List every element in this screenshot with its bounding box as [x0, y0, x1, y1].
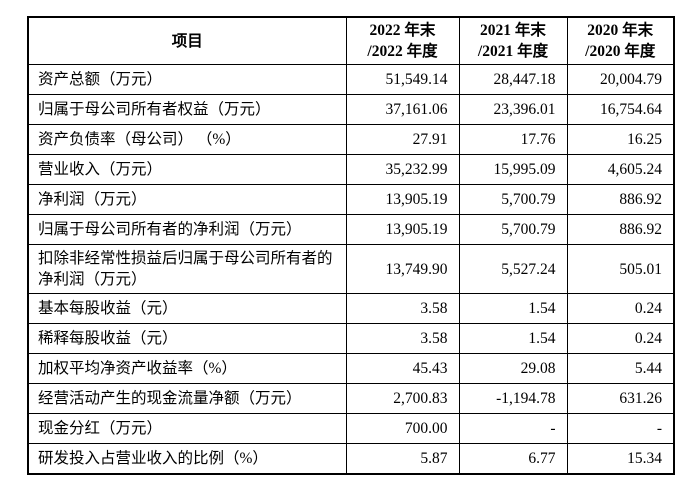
value-2021: 28,447.18: [458, 64, 568, 95]
row-label: 资产总额（万元）: [27, 64, 347, 95]
row-label: 稀释每股收益（元）: [27, 323, 347, 354]
value-2021: -: [458, 413, 568, 444]
value-2022: 35,232.99: [345, 154, 460, 185]
value-2022: 2,700.83: [345, 383, 460, 414]
value-2022: 27.91: [345, 124, 460, 155]
row-label: 加权平均净资产收益率（%）: [27, 353, 347, 384]
value-2020: 505.01: [566, 244, 675, 294]
header-2021-line1: 2021 年末: [480, 22, 546, 39]
value-2020: 16.25: [566, 124, 675, 155]
value-2021: 5,527.24: [458, 244, 568, 294]
value-2021: 17.76: [458, 124, 568, 155]
table-row: 资产负债率（母公司） （%） 27.91 17.76 16.25: [27, 124, 675, 155]
table-row: 经营活动产生的现金流量净额（万元） 2,700.83 -1,194.78 631…: [27, 383, 675, 414]
value-2022: 13,905.19: [345, 184, 460, 215]
row-label: 营业收入（万元）: [27, 154, 347, 185]
row-label: 扣除非经常性损益后归属于母公司所有者的净利润（万元）: [27, 244, 347, 294]
table-row: 扣除非经常性损益后归属于母公司所有者的净利润（万元） 13,749.90 5,5…: [27, 244, 675, 294]
table-row: 现金分红（万元） 700.00 - -: [27, 413, 675, 444]
table-row: 基本每股收益（元） 3.58 1.54 0.24: [27, 293, 675, 324]
value-2020: -: [566, 413, 675, 444]
table-row: 资产总额（万元） 51,549.14 28,447.18 20,004.79: [27, 64, 675, 95]
value-2021: 5,700.79: [458, 214, 568, 245]
header-2022: 2022 年末 /2022 年度: [345, 16, 460, 65]
value-2022: 3.58: [345, 293, 460, 324]
value-2020: 15.34: [566, 443, 675, 474]
value-2021: 15,995.09: [458, 154, 568, 185]
header-row: 项目 2022 年末 /2022 年度 2021 年末 /2021 年度 202…: [27, 16, 675, 65]
table-row: 归属于母公司所有者权益（万元） 37,161.06 23,396.01 16,7…: [27, 94, 675, 125]
value-2022: 3.58: [345, 323, 460, 354]
header-2020-line2: /2020 年度: [585, 43, 656, 60]
value-2022: 37,161.06: [345, 94, 460, 125]
value-2022: 13,749.90: [345, 244, 460, 294]
table-row: 研发投入占营业收入的比例（%） 5.87 6.77 15.34: [27, 443, 675, 474]
row-label: 基本每股收益（元）: [27, 293, 347, 324]
header-2020: 2020 年末 /2020 年度: [566, 16, 675, 65]
value-2020: 0.24: [566, 323, 675, 354]
value-2022: 5.87: [345, 443, 460, 474]
value-2022: 13,905.19: [345, 214, 460, 245]
value-2021: 23,396.01: [458, 94, 568, 125]
table-row: 稀释每股收益（元） 3.58 1.54 0.24: [27, 323, 675, 354]
row-label: 归属于母公司所有者权益（万元）: [27, 94, 347, 125]
value-2021: -1,194.78: [458, 383, 568, 414]
financial-summary-table: 项目 2022 年末 /2022 年度 2021 年末 /2021 年度 202…: [27, 16, 675, 475]
header-2020-line1: 2020 年末: [587, 22, 654, 39]
value-2020: 20,004.79: [566, 64, 675, 95]
row-label: 净利润（万元）: [27, 184, 347, 215]
value-2021: 29.08: [458, 353, 568, 384]
row-label: 现金分红（万元）: [27, 413, 347, 444]
financial-table: 项目 2022 年末 /2022 年度 2021 年末 /2021 年度 202…: [27, 16, 675, 475]
value-2020: 5.44: [566, 353, 675, 384]
table-row: 净利润（万元） 13,905.19 5,700.79 886.92: [27, 184, 675, 215]
value-2021: 1.54: [458, 323, 568, 354]
table-row: 加权平均净资产收益率（%） 45.43 29.08 5.44: [27, 353, 675, 384]
table-row: 归属于母公司所有者的净利润（万元） 13,905.19 5,700.79 886…: [27, 214, 675, 245]
row-label: 研发投入占营业收入的比例（%）: [27, 443, 347, 474]
value-2021: 5,700.79: [458, 184, 568, 215]
table-row: 营业收入（万元） 35,232.99 15,995.09 4,605.24: [27, 154, 675, 185]
header-item: 项目: [27, 16, 347, 65]
value-2021: 6.77: [458, 443, 568, 474]
value-2022: 45.43: [345, 353, 460, 384]
row-label: 经营活动产生的现金流量净额（万元）: [27, 383, 347, 414]
value-2022: 700.00: [345, 413, 460, 444]
header-2021: 2021 年末 /2021 年度: [458, 16, 568, 65]
header-2022-line2: /2022 年度: [367, 43, 438, 60]
value-2021: 1.54: [458, 293, 568, 324]
value-2020: 4,605.24: [566, 154, 675, 185]
row-label: 资产负债率（母公司） （%）: [27, 124, 347, 155]
header-item-label: 项目: [171, 32, 203, 50]
value-2020: 631.26: [566, 383, 675, 414]
value-2020: 886.92: [566, 184, 675, 215]
value-2022: 51,549.14: [345, 64, 460, 95]
row-label: 归属于母公司所有者的净利润（万元）: [27, 214, 347, 245]
header-2022-line1: 2022 年末: [369, 22, 436, 39]
value-2020: 886.92: [566, 214, 675, 245]
value-2020: 0.24: [566, 293, 675, 324]
value-2020: 16,754.64: [566, 94, 675, 125]
header-2021-line2: /2021 年度: [477, 43, 549, 60]
